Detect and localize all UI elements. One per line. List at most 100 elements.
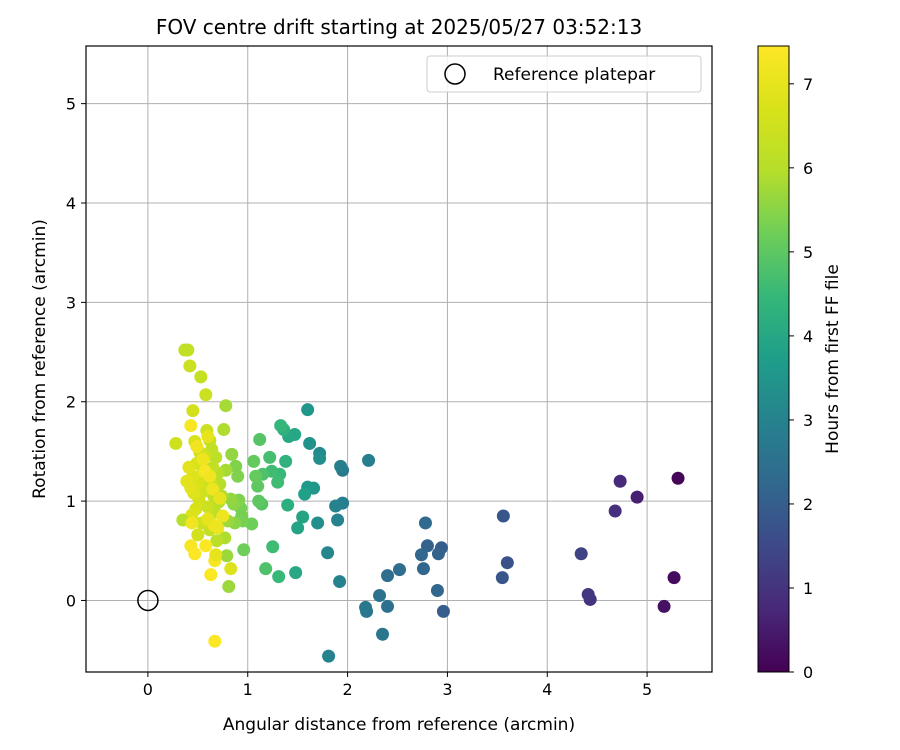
data-point: [359, 600, 373, 614]
data-point: [225, 447, 239, 461]
data-point: [252, 494, 266, 508]
data-point: [201, 512, 215, 526]
data-point: [381, 599, 395, 613]
data-point: [333, 575, 347, 589]
data-point: [208, 634, 222, 648]
data-point: [201, 500, 215, 514]
y-tick-label: 5: [66, 95, 76, 114]
data-point: [321, 546, 335, 560]
data-point: [169, 436, 183, 450]
data-point: [188, 547, 202, 561]
data-points: [169, 343, 685, 663]
y-axis-label: Rotation from reference (arcmin): [30, 219, 50, 499]
data-point: [183, 359, 197, 373]
data-point: [272, 570, 286, 584]
data-point: [303, 436, 317, 450]
data-point: [229, 459, 243, 473]
data-point: [247, 454, 261, 468]
colorbar-gradient: [757, 45, 790, 673]
data-point: [500, 556, 514, 570]
data-point: [216, 509, 230, 523]
data-point: [630, 490, 644, 504]
y-axis-ticks: 0 1 2 3 4 5: [66, 95, 86, 610]
data-point: [199, 539, 213, 553]
x-axis-ticks: 0 1 2 3 4 5: [143, 672, 652, 699]
x-tick-label: 0: [143, 680, 153, 699]
data-point: [331, 513, 345, 527]
data-point: [291, 521, 305, 535]
legend: Reference platepar: [426, 55, 702, 93]
data-point: [209, 548, 223, 562]
data-point: [574, 547, 588, 561]
data-point: [271, 475, 285, 489]
data-point: [191, 528, 205, 542]
x-tick-label: 3: [442, 680, 452, 699]
data-point: [667, 571, 681, 585]
data-point: [296, 510, 310, 524]
data-point: [392, 563, 406, 577]
data-point: [362, 453, 376, 467]
chart-title: FOV centre drift starting at 2025/05/27 …: [156, 15, 642, 39]
grid-lines: [86, 46, 712, 672]
data-point: [201, 430, 215, 444]
x-tick-label: 1: [243, 680, 253, 699]
data-point: [231, 469, 245, 483]
data-point: [203, 469, 217, 483]
colorbar-tick-label: 3: [803, 411, 813, 430]
data-point: [182, 460, 196, 474]
data-point: [263, 450, 277, 464]
data-point: [311, 516, 325, 530]
data-point: [313, 451, 327, 465]
data-point: [301, 403, 315, 417]
x-axis-label: Angular distance from reference (arcmin): [223, 715, 575, 735]
data-point: [224, 562, 238, 576]
data-point: [298, 487, 312, 501]
y-tick-label: 1: [66, 492, 76, 511]
data-point: [274, 419, 288, 433]
data-point: [196, 452, 210, 466]
data-point: [608, 504, 622, 518]
data-point: [184, 419, 198, 433]
colorbar-label: Hours from first FF file: [823, 264, 843, 454]
data-point: [613, 474, 627, 488]
colorbar-tick-label: 4: [803, 327, 813, 346]
data-point: [581, 587, 595, 601]
data-point: [199, 388, 213, 402]
y-tick-label: 2: [66, 393, 76, 412]
colorbar-ticks: 0 1 2 3 4 5 6 7: [789, 75, 813, 682]
data-point: [249, 469, 263, 483]
data-point: [237, 543, 251, 557]
data-point: [418, 516, 432, 530]
data-point: [180, 474, 194, 488]
data-point: [373, 588, 387, 602]
data-point: [178, 343, 192, 357]
data-point: [431, 547, 445, 561]
data-point: [211, 521, 225, 535]
data-point: [495, 571, 509, 585]
data-point: [414, 548, 428, 562]
data-point: [251, 479, 265, 493]
plot-frame: [85, 45, 713, 673]
x-tick-label: 5: [642, 680, 652, 699]
colorbar-tick-label: 7: [803, 75, 813, 94]
x-tick-label: 2: [342, 680, 352, 699]
data-point: [210, 534, 224, 548]
data-point: [204, 568, 218, 582]
data-point: [185, 516, 199, 530]
legend-box: [426, 55, 702, 93]
data-point: [322, 649, 336, 663]
x-tick-label: 4: [542, 680, 552, 699]
colorbar-tick-label: 1: [803, 579, 813, 598]
legend-marker-icon: [444, 63, 466, 85]
data-point: [222, 580, 236, 594]
data-point: [259, 562, 273, 576]
data-point: [289, 566, 303, 580]
data-point: [217, 423, 231, 437]
reference-marker: [137, 589, 159, 612]
colorbar-tick-label: 0: [803, 663, 813, 682]
data-point: [186, 404, 200, 418]
data-point: [329, 499, 343, 513]
data-point: [657, 599, 671, 613]
data-point: [219, 399, 233, 413]
